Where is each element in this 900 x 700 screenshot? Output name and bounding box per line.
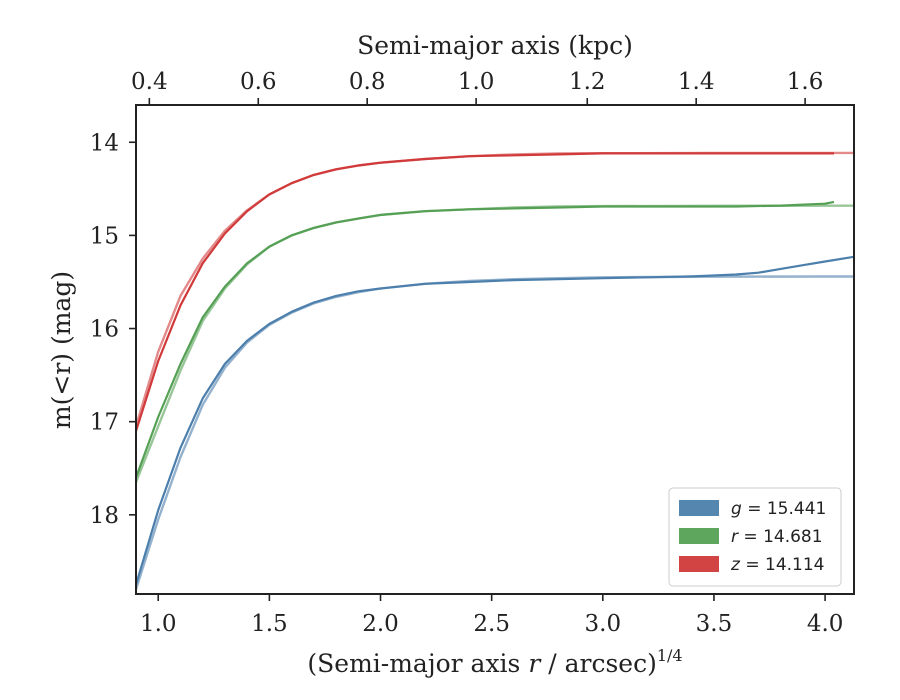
x2-tick-label: 0.8 (349, 69, 386, 95)
axis-ticks: 1.0 1.5 2.0 2.5 3.0 3.5 4.0 0.4 0.6 0.8 1.0 1.2 1.4 1… (90, 69, 844, 637)
x-axis-title-prefix: (Semi-major axis (307, 649, 528, 678)
y-tick-label: 15 (90, 223, 119, 249)
x-axis-title-var: r (528, 649, 542, 678)
y-axis-title: m(<r) (mag) (47, 271, 76, 429)
y-tick-label: 17 (90, 410, 119, 436)
plot-clipped (136, 151, 854, 590)
legend-label-band: z (730, 555, 741, 575)
x-tick-label: 1.5 (251, 611, 288, 637)
x-axis-title-suffix: / arcsec) (540, 649, 657, 678)
legend-label-equals: = (738, 527, 763, 547)
legend-label-mag: 14.681 (763, 527, 822, 547)
x2-tick-label: 0.4 (131, 69, 168, 95)
legend-swatch-z (679, 556, 719, 572)
x-tick-label: 3.5 (696, 611, 733, 637)
x2-tick-label: 1.6 (787, 69, 824, 95)
plot-frame (135, 104, 855, 595)
legend-label-equals: = (740, 555, 765, 575)
x-tick-label: 2.5 (473, 611, 510, 637)
series-line-z (136, 152, 834, 432)
x2-tick-label: 1.0 (458, 69, 495, 95)
y-tick-label: 18 (90, 503, 119, 529)
x2-tick-label: 0.6 (240, 69, 277, 95)
plot-area (136, 151, 854, 590)
legend-label-g: g = 15.441 (731, 499, 826, 519)
x-tick-label: 1.0 (140, 611, 177, 637)
x-tick-label: 4.0 (807, 611, 844, 637)
y-tick-label: 16 (90, 317, 119, 343)
legend-label-band: r (731, 527, 739, 547)
x2-tick-label: 1.4 (678, 69, 715, 95)
legend-label-z: z = 14.114 (730, 555, 824, 575)
legend-swatch-r (679, 528, 719, 544)
legend-label-mag: 15.441 (767, 499, 826, 519)
legend-swatch-g (679, 500, 719, 516)
legend-label-r: r = 14.681 (731, 527, 823, 547)
x-axis-title-exponent: 1/4 (657, 646, 683, 665)
legend: g = 15.441 r = 14.681 z = 14.114 (668, 487, 842, 587)
x-tick-label: 2.0 (362, 611, 399, 637)
legend-label-mag: 14.114 (765, 555, 824, 575)
series-line-r (136, 200, 835, 478)
x-axis-title: (Semi-major axis r / arcsec)1/4 (307, 646, 682, 678)
x2-axis-title: Semi-major axis (kpc) (357, 31, 633, 60)
x-tick-label: 3.0 (585, 611, 622, 637)
x2-tick-label: 1.2 (569, 69, 606, 95)
series-line-g (136, 255, 854, 586)
y-tick-label: 14 (90, 130, 119, 156)
legend-label-band: g (731, 499, 742, 519)
legend-label-equals: = (742, 499, 767, 519)
